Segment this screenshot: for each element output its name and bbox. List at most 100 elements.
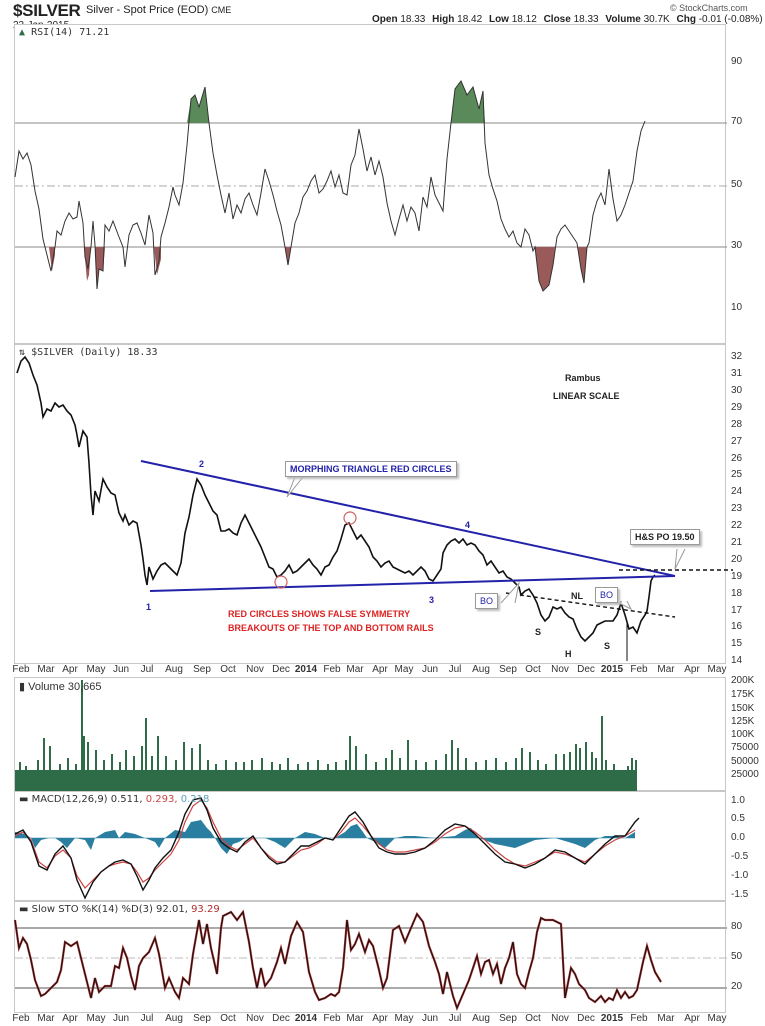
x-tick-year: 2014 <box>294 664 318 675</box>
x-tick: Jul <box>448 1013 462 1024</box>
x-tick: Dec <box>272 664 290 675</box>
head-label: H <box>565 649 572 659</box>
x-tick: May <box>86 1013 106 1024</box>
x-tick: Dec <box>577 1013 595 1024</box>
x-tick: May <box>394 1013 414 1024</box>
volume-ytick: 25000 <box>731 769 759 780</box>
rsi-plot <box>14 80 727 292</box>
macd-ytick: 0.0 <box>731 832 745 843</box>
macd-panel: ▬ MACD(12,26,9) 0.511, 0.293, 0.218 <box>14 791 726 901</box>
sto-plot <box>13 909 727 1012</box>
quote-bar: Open 18.33 High 18.42 Low 18.12 Close 18… <box>368 14 765 25</box>
x-tick: Aug <box>472 1013 490 1024</box>
x-tick: Nov <box>246 1013 264 1024</box>
macd-histogram <box>15 820 635 854</box>
x-tick-year: 2015 <box>600 1013 624 1024</box>
macd-line <box>14 797 640 900</box>
x-tick: Feb <box>12 664 30 675</box>
x-tick: Mar <box>37 664 55 675</box>
price-label: ⇅ $SILVER (Daily) 18.33 <box>19 347 158 358</box>
rsi-ytick: 50 <box>731 179 743 190</box>
rsi-label-text: RSI(14) 71.21 <box>31 27 110 38</box>
close-label: Close <box>543 14 571 25</box>
price-x-axis: Feb Mar Apr May Jun Jul Aug Sep Oct Nov … <box>12 664 726 676</box>
price-ytick: 28 <box>731 419 743 430</box>
price-ytick: 15 <box>731 638 743 649</box>
x-tick: Feb <box>323 664 341 675</box>
x-tick: Apr <box>372 664 388 675</box>
volume-bars <box>15 680 637 792</box>
price-ytick: 30 <box>731 385 743 396</box>
price-ytick: 23 <box>731 503 743 514</box>
x-tick: Aug <box>472 664 490 675</box>
symbol-title: $SILVER <box>13 1 81 20</box>
x-tick: Jul <box>448 664 462 675</box>
volume-ytick: 100K <box>731 729 755 740</box>
left-shoulder-label: S <box>535 627 542 637</box>
author-label: Rambus <box>565 373 601 383</box>
x-tick: May <box>707 1013 727 1024</box>
x-tick: Nov <box>246 664 264 675</box>
sto-k-line <box>14 910 662 1010</box>
macd-signal-value: 0.293, <box>145 794 178 805</box>
x-tick: Oct <box>525 1013 541 1024</box>
close-value: 18.33 <box>573 14 599 25</box>
price-ytick: 29 <box>731 402 743 413</box>
price-ytick: 25 <box>731 469 743 480</box>
exchange-label: CME <box>211 5 232 15</box>
triangle-lower-rail <box>149 575 676 592</box>
sto-k-value: Slow STO %K(14) %D(3) 92.01, <box>31 904 188 915</box>
neckline-label: NL <box>571 591 583 601</box>
x-tick: Oct <box>220 664 236 675</box>
x-tick: Mar <box>657 1013 675 1024</box>
rsi-overbought-fill <box>451 81 485 123</box>
price-label-text: $SILVER (Daily) 18.33 <box>31 347 158 358</box>
open-value: 18.33 <box>400 14 426 25</box>
macd-value: MACD(12,26,9) 0.511, <box>31 794 143 805</box>
scale-label: LINEAR SCALE <box>553 391 620 401</box>
x-tick: Jun <box>112 1013 130 1024</box>
price-ytick: 32 <box>731 351 743 362</box>
breakout-callout-1: BO <box>475 593 499 609</box>
volume-label-text: Volume 30,665 <box>28 681 102 693</box>
x-tick: Jul <box>140 1013 154 1024</box>
volume-ytick: 125K <box>731 716 755 727</box>
price-ytick: 16 <box>731 621 743 632</box>
price-ytick: 27 <box>731 436 743 447</box>
rsi-icon: ▲ <box>19 27 26 38</box>
point-1-label: 1 <box>146 602 152 612</box>
price-bars-icon: ⇅ <box>19 347 26 358</box>
volume-ytick: 200K <box>731 675 755 686</box>
x-tick: Feb <box>630 664 648 675</box>
sto-ytick: 80 <box>731 921 743 932</box>
x-tick: Feb <box>323 1013 341 1024</box>
line-legend-icon: ▬ <box>19 794 29 805</box>
x-tick: Aug <box>165 1013 183 1024</box>
x-tick: May <box>86 664 106 675</box>
x-tick: Jun <box>421 664 439 675</box>
price-ytick: 17 <box>731 605 743 616</box>
price-ytick: 31 <box>731 368 743 379</box>
price-ytick: 26 <box>731 453 743 464</box>
macd-ytick: 0.5 <box>731 813 745 824</box>
price-panel: ⇅ $SILVER (Daily) 18.33 Rambus LINEAR SC… <box>14 344 733 664</box>
x-tick: Aug <box>165 664 183 675</box>
macd-label: ▬ MACD(12,26,9) 0.511, 0.293, 0.218 <box>19 794 209 805</box>
volume-ytick: 175K <box>731 689 755 700</box>
x-tick: Apr <box>62 664 78 675</box>
hs-target-callout: H&S PO 19.50 <box>630 529 700 545</box>
x-tick: Apr <box>684 664 700 675</box>
volume-ytick: 50000 <box>731 756 759 767</box>
x-tick: Nov <box>551 1013 569 1024</box>
volume-label: Volume <box>605 14 641 25</box>
point-3-label: 3 <box>429 595 435 605</box>
x-tick: Jun <box>421 1013 439 1024</box>
volume-plot <box>15 680 637 792</box>
bottom-x-axis: Feb Mar Apr May Jun Jul Aug Sep Oct Nov … <box>12 1013 727 1025</box>
high-label: High <box>432 14 455 25</box>
macd-ytick: -1.0 <box>731 870 749 881</box>
chg-value: -0.01 (-0.08%) <box>698 14 763 25</box>
volume-bars-icon: ▮ <box>19 681 26 693</box>
rsi-ytick: 10 <box>731 302 743 313</box>
rsi-label: ▲ RSI(14) 71.21 <box>19 27 109 38</box>
